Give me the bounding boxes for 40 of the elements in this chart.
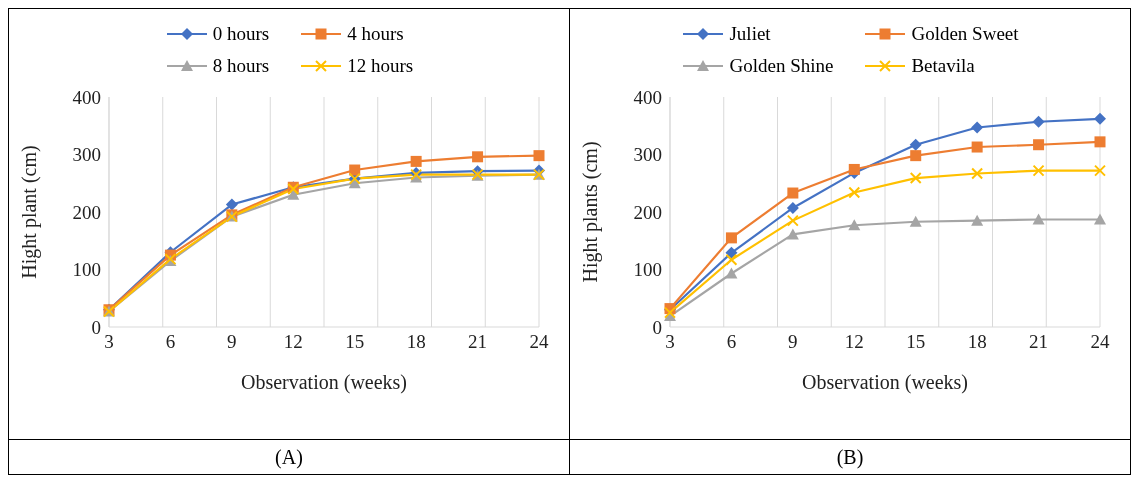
x-tick-label: 18 (967, 331, 987, 353)
x-tick-label: 12 (283, 331, 303, 353)
y-axis-title: Hight plants (cm) (579, 141, 603, 283)
legend-label: 8 hours (212, 55, 270, 77)
x-tick-label: 6 (165, 331, 176, 353)
x-tick-label: 15 (345, 331, 365, 353)
legend-label: 0 hours (212, 23, 270, 45)
y-tick-label: 400 (633, 86, 662, 108)
y-tick-label: 0 (652, 316, 662, 338)
y-tick-label: 200 (633, 201, 662, 223)
y-axis-title: Hight plant (cm) (18, 145, 42, 279)
x-tick-label: 18 (406, 331, 426, 353)
x-tick-label: 9 (227, 331, 237, 353)
legend-label: 12 hours (347, 55, 414, 77)
text: (A) (275, 445, 303, 469)
y-tick-label: 0 (91, 316, 101, 338)
x-tick-label: 21 (1029, 331, 1049, 353)
x-tick-label: 9 (788, 331, 798, 353)
x-tick-label: 12 (844, 331, 864, 353)
x-tick-label: 3 (665, 331, 675, 353)
y-tick-label: 300 (633, 144, 662, 166)
x-tick-label: 3 (104, 331, 114, 353)
legend-label: Betavila (911, 55, 975, 77)
x-tick-label: 6 (726, 331, 737, 353)
text: (B) (836, 445, 864, 469)
x-tick-label: 21 (468, 331, 488, 353)
y-tick-label: 200 (72, 201, 101, 223)
legend-label: 4 hours (347, 23, 404, 45)
x-tick-label: 24 (1090, 331, 1110, 353)
x-axis-title: Observation (weeks) (240, 371, 408, 394)
x-tick-label: 24 (529, 331, 549, 353)
legend-label: Golden Shine (729, 55, 834, 77)
x-tick-label: 15 (906, 331, 926, 353)
y-tick-label: 100 (72, 259, 101, 281)
legend-label: Golden Sweet (911, 23, 1019, 45)
x-axis-title: Observation (weeks) (801, 371, 969, 394)
y-tick-label: 300 (72, 144, 101, 166)
y-tick-label: 100 (633, 259, 662, 281)
y-tick-label: 400 (72, 86, 101, 108)
legend-label: Juliet (729, 23, 771, 45)
